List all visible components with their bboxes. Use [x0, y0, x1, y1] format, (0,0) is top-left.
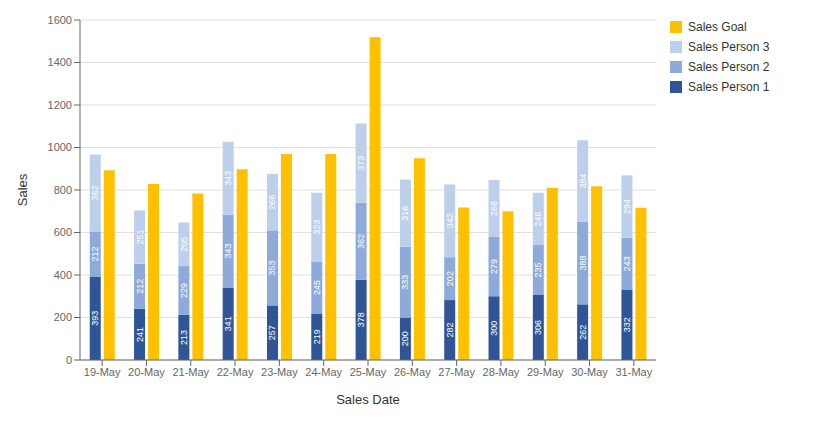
svg-text:332: 332	[622, 317, 632, 332]
svg-text:200: 200	[54, 311, 72, 323]
html-text:Sales Goal: Sales Goal	[688, 20, 747, 34]
svg-text:362: 362	[90, 185, 100, 200]
html-text:Sales Person 1: Sales Person 1	[688, 80, 770, 94]
svg-text:1200: 1200	[48, 99, 72, 111]
svg-text:245: 245	[312, 280, 322, 295]
svg-text:31-May: 31-May	[616, 366, 653, 378]
svg-text:1000: 1000	[48, 141, 72, 153]
svg-text:0: 0	[66, 354, 72, 366]
svg-text:29-May: 29-May	[527, 366, 564, 378]
svg-text:246: 246	[533, 211, 543, 226]
html-text:Sales Person 3: Sales Person 3	[688, 40, 770, 54]
svg-text:22-May: 22-May	[217, 366, 254, 378]
svg-text:243: 243	[622, 256, 632, 271]
svg-text:282: 282	[445, 323, 455, 338]
svg-text:27-May: 27-May	[438, 366, 475, 378]
svg-text:333: 333	[400, 275, 410, 290]
svg-text:378: 378	[356, 312, 366, 327]
svg-text:1600: 1600	[48, 14, 72, 26]
svg-text:205: 205	[179, 237, 189, 252]
svg-text:212: 212	[90, 246, 100, 261]
svg-text:1400: 1400	[48, 56, 72, 68]
svg-text:235: 235	[533, 262, 543, 277]
svg-text:212: 212	[135, 279, 145, 294]
svg-text:Sales: Sales	[15, 173, 30, 206]
svg-text:353: 353	[267, 260, 277, 275]
svg-text:268: 268	[489, 201, 499, 216]
svg-text:323: 323	[312, 220, 322, 235]
svg-text:200: 200	[400, 331, 410, 346]
svg-text:21-May: 21-May	[172, 366, 209, 378]
svg-text:28-May: 28-May	[483, 366, 520, 378]
svg-text:257: 257	[267, 325, 277, 340]
svg-text:279: 279	[489, 259, 499, 274]
svg-text:342: 342	[445, 213, 455, 228]
svg-text:202: 202	[445, 271, 455, 286]
svg-text:241: 241	[135, 327, 145, 342]
svg-text:384: 384	[578, 174, 588, 189]
html-text:Sales Person 2: Sales Person 2	[688, 60, 770, 74]
svg-text:316: 316	[400, 206, 410, 221]
svg-text:400: 400	[54, 269, 72, 281]
svg-text:262: 262	[578, 325, 588, 340]
svg-text:20-May: 20-May	[128, 366, 165, 378]
svg-text:341: 341	[223, 316, 233, 331]
svg-text:23-May: 23-May	[261, 366, 298, 378]
svg-text:300: 300	[489, 321, 499, 336]
svg-text:213: 213	[179, 330, 189, 345]
svg-text:19-May: 19-May	[84, 366, 121, 378]
svg-text:229: 229	[179, 283, 189, 298]
svg-text:800: 800	[54, 184, 72, 196]
svg-text:373: 373	[356, 156, 366, 171]
svg-text:251: 251	[135, 230, 145, 245]
svg-text:30-May: 30-May	[571, 366, 608, 378]
svg-text:600: 600	[54, 226, 72, 238]
svg-text:219: 219	[312, 329, 322, 344]
svg-text:25-May: 25-May	[350, 366, 387, 378]
svg-text:388: 388	[578, 256, 588, 271]
svg-text:306: 306	[533, 320, 543, 335]
svg-text:266: 266	[267, 195, 277, 210]
svg-text:393: 393	[90, 311, 100, 326]
svg-text:294: 294	[622, 199, 632, 214]
svg-text:343: 343	[223, 171, 233, 186]
svg-text:Sales Date: Sales Date	[336, 392, 400, 407]
svg-text:26-May: 26-May	[394, 366, 431, 378]
svg-text:24-May: 24-May	[305, 366, 342, 378]
svg-text:343: 343	[223, 244, 233, 259]
svg-text:362: 362	[356, 234, 366, 249]
